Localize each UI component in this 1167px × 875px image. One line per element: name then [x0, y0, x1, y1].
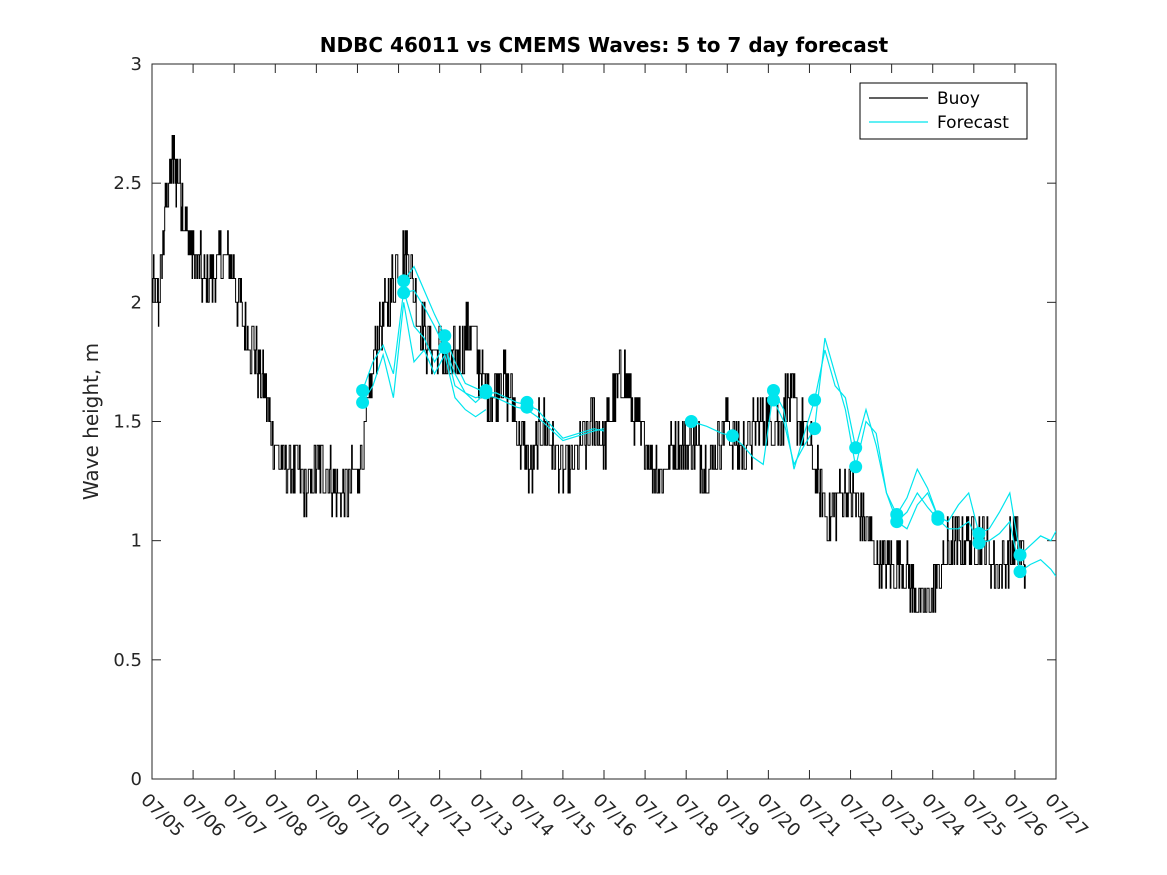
forecast-marker [520, 400, 534, 414]
x-tick-label: 07/11 [383, 790, 435, 842]
forecast-marker [397, 286, 411, 300]
x-tick-label: 07/06 [178, 790, 230, 842]
plot-area: 00.511.522.5307/0507/0607/0707/0807/0907… [113, 54, 1092, 841]
x-tick-label: 07/15 [547, 790, 599, 842]
forecast-line [403, 265, 605, 439]
x-tick-label: 07/05 [136, 790, 188, 842]
x-tick-label: 07/18 [671, 790, 723, 842]
legend-label: Forecast [937, 113, 1009, 133]
y-tick-label: 1 [131, 531, 142, 552]
x-tick-label: 07/14 [506, 790, 558, 842]
axes-box [151, 63, 1057, 780]
x-tick-label: 07/12 [424, 790, 476, 842]
x-tick-label: 07/07 [219, 790, 271, 842]
forecast-marker [931, 512, 945, 526]
forecast-marker [972, 536, 986, 550]
x-tick-label: 07/08 [260, 790, 312, 842]
forecast-marker [890, 515, 904, 529]
forecast-line [403, 289, 605, 442]
x-tick-label: 07/16 [588, 790, 640, 842]
x-tick-label: 07/26 [999, 790, 1051, 842]
y-tick-label: 0.5 [113, 650, 142, 671]
x-tick-label: 07/22 [835, 790, 887, 842]
forecast-marker [767, 384, 780, 398]
forecast-marker [479, 386, 493, 400]
x-tick-label: 07/27 [1040, 790, 1092, 842]
forecast-marker [684, 415, 698, 428]
forecast-marker [438, 329, 452, 343]
y-tick-label: 3 [131, 54, 142, 75]
x-tick-label: 07/19 [712, 790, 764, 842]
x-tick-label: 07/21 [794, 790, 846, 842]
x-tick-label: 07/24 [917, 790, 969, 842]
forecast-marker [849, 460, 863, 474]
forecast-marker [356, 395, 370, 409]
x-tick-label: 07/20 [753, 790, 805, 842]
forecast-marker [1013, 548, 1027, 562]
x-tick-label: 07/09 [301, 790, 353, 842]
series-layer [152, 135, 1056, 613]
forecast-marker [1013, 565, 1027, 579]
forecast-marker [808, 393, 822, 407]
legend-box [859, 82, 1028, 140]
y-tick-label: 2 [131, 292, 142, 313]
forecast-marker [808, 422, 822, 436]
forecast-marker [397, 274, 411, 288]
x-tick-label: 07/17 [630, 790, 682, 842]
chart-title: NDBC 46011 vs CMEMS Waves: 5 to 7 day fo… [320, 33, 889, 57]
y-axis-title: Wave height, m [79, 343, 103, 500]
x-tick-label: 07/25 [958, 790, 1010, 842]
y-tick-label: 0 [131, 769, 142, 790]
x-tick-label: 07/13 [465, 790, 517, 842]
x-tick-label: 07/23 [876, 790, 928, 842]
legend-label: Buoy [937, 89, 980, 109]
x-tick-label: 07/10 [342, 790, 394, 842]
forecast-marker [438, 341, 452, 355]
y-tick-label: 1.5 [113, 412, 142, 433]
forecast-marker [725, 429, 739, 443]
forecast-marker [972, 527, 986, 541]
legend: Buoy Forecast [859, 82, 1028, 140]
buoy-line [152, 135, 1026, 613]
forecast-marker [767, 393, 780, 407]
forecast-marker [356, 384, 370, 398]
forecast-marker [849, 441, 863, 455]
forecast-line [362, 302, 487, 418]
y-tick-label: 2.5 [113, 173, 142, 194]
